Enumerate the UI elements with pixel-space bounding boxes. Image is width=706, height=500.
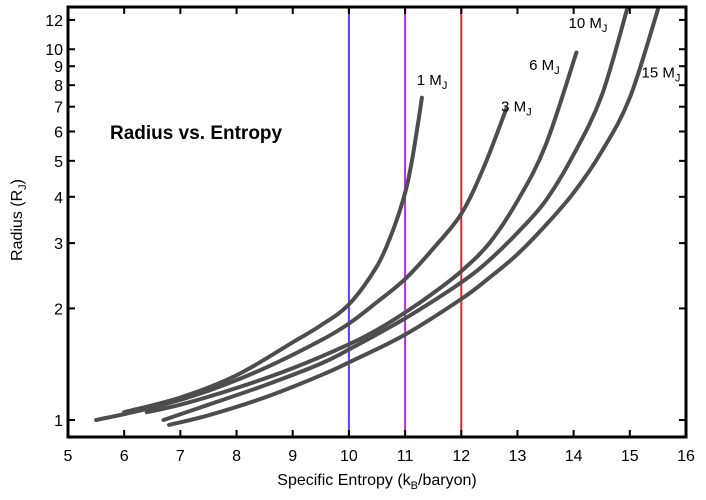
series-line-4 [161, 7, 629, 422]
y-tick-label: 4 [54, 190, 63, 207]
y-axis-label: Radius (RJ) [9, 179, 29, 261]
chart-title: Radius vs. Entropy [110, 123, 283, 144]
vertical-reference-lines [347, 7, 463, 437]
x-tick-label: 11 [397, 448, 414, 465]
y-tick-label: 12 [45, 13, 63, 30]
y-tick-label: 3 [54, 236, 63, 253]
y-tick-label: 8 [54, 78, 63, 95]
series-line-2 [94, 107, 509, 422]
x-tick-label: 16 [677, 448, 695, 465]
y-tick-label: 2 [54, 301, 63, 318]
series-line-3 [144, 50, 579, 415]
series-label-3: 6 MJ [529, 57, 560, 77]
series-line-5 [167, 7, 660, 427]
series-curves [94, 7, 660, 427]
x-tick-label: 14 [565, 448, 583, 465]
y-tick-label: 5 [54, 154, 63, 171]
x-tick-label: 15 [621, 448, 639, 465]
x-tick-label: 10 [340, 448, 358, 465]
x-axis-label: Specific Entropy (kB/baryon) [277, 472, 476, 492]
x-tick-label: 6 [120, 448, 129, 465]
x-tick-label: 12 [452, 448, 470, 465]
x-tick-label: 7 [176, 448, 185, 465]
x-tick-label: 5 [64, 448, 73, 465]
x-tick-label: 8 [232, 448, 241, 465]
y-tick-label: 10 [45, 42, 63, 59]
y-tick-label: 1 [54, 413, 63, 430]
series-label-2: 3 MJ [501, 98, 532, 118]
y-tick-label: 7 [54, 100, 63, 117]
series-line-1 [122, 95, 424, 415]
plot-frame [66, 5, 688, 439]
series-labels: 1 MJ 3 MJ 6 MJ 10 MJ 15 MJ [417, 15, 681, 118]
y-tick-label: 6 [54, 125, 63, 142]
series-label-5: 15 MJ [642, 64, 681, 84]
x-tick-label: 13 [509, 448, 527, 465]
series-label-1: 1 MJ [417, 72, 448, 92]
x-tick-label: 9 [288, 448, 297, 465]
series-label-4: 10 MJ [568, 15, 607, 35]
y-tick-label: 9 [54, 59, 63, 76]
